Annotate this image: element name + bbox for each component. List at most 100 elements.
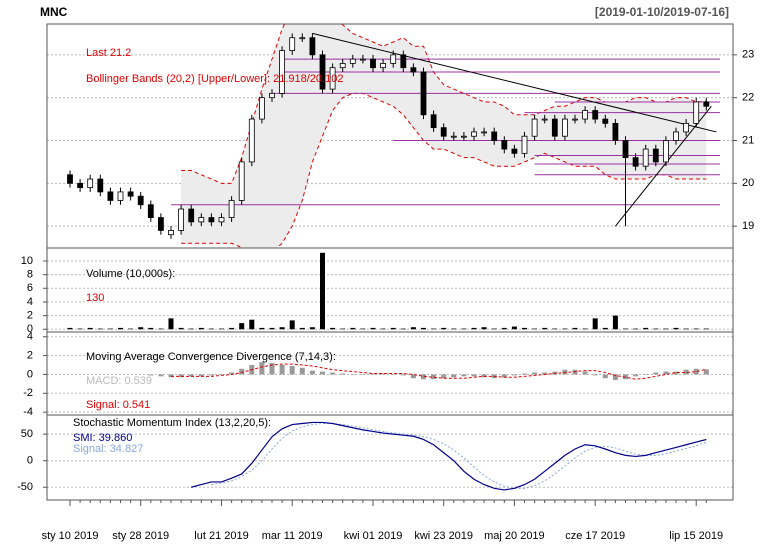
x-tick-label: lut 21 2019 xyxy=(194,530,248,542)
volume-bar xyxy=(522,327,527,330)
candle-body xyxy=(299,37,306,40)
y-tick-label: 6 xyxy=(27,282,33,294)
macd-signal-label: Signal: 0.541 xyxy=(86,399,150,411)
candle-body xyxy=(612,122,619,141)
volume-bar xyxy=(360,328,366,330)
volume-bar xyxy=(107,328,113,330)
candle-body xyxy=(572,118,578,121)
volume-bar xyxy=(491,328,497,330)
candle-body xyxy=(450,135,457,138)
macd-bar xyxy=(198,374,204,377)
volume-bar xyxy=(118,327,123,330)
candle-body xyxy=(269,92,275,99)
macd-bar xyxy=(522,373,527,375)
volume-bar xyxy=(350,327,356,330)
volume-bar xyxy=(148,327,154,330)
candle-body xyxy=(541,118,548,121)
volume-bar xyxy=(592,318,598,330)
y-tick-label: 23 xyxy=(742,49,754,61)
volume-bar xyxy=(178,327,184,330)
macd-bar xyxy=(148,374,154,376)
volume-bar xyxy=(451,328,457,330)
candle-body xyxy=(491,131,498,141)
candle-body xyxy=(258,97,265,120)
volume-bar xyxy=(390,327,396,330)
macd-bar xyxy=(471,374,477,377)
y-tick-label: 2 xyxy=(27,310,33,322)
macd-bar xyxy=(390,374,396,375)
macd-bar xyxy=(653,372,659,375)
volume-bar xyxy=(602,327,608,330)
macd-bar xyxy=(663,371,669,375)
macd-bar xyxy=(410,374,416,379)
macd-bar xyxy=(289,365,295,375)
volume-bar xyxy=(259,327,265,330)
candle-body xyxy=(127,191,134,197)
macd-bar xyxy=(360,374,366,375)
smi-title: Stochastic Momentum Index (13,2,20,5): xyxy=(73,417,271,429)
x-tick-label: kwi 01 2019 xyxy=(344,530,403,542)
candle-body xyxy=(622,140,629,159)
candle-body xyxy=(663,140,669,163)
candle-body xyxy=(602,118,609,124)
y-tick-label: 21 xyxy=(742,134,754,146)
macd-bar xyxy=(158,374,164,377)
candle-body xyxy=(693,101,700,124)
x-tick-label: maj 20 2019 xyxy=(484,530,545,542)
volume-bar xyxy=(673,327,679,330)
volume-bar xyxy=(330,327,336,330)
y-tick-label: 50 xyxy=(21,428,33,440)
y-tick-label: 19 xyxy=(742,220,754,232)
y-tick-label: 4 xyxy=(27,331,33,343)
volume-bar xyxy=(572,327,578,330)
y-tick-label: 22 xyxy=(742,92,754,104)
candle-body xyxy=(309,37,316,56)
volume-bar xyxy=(431,328,437,330)
volume-bar xyxy=(410,327,416,330)
candle-body xyxy=(188,208,195,223)
volume-bar xyxy=(481,327,487,330)
y-tick-label: 8 xyxy=(27,269,33,281)
volume-bar xyxy=(461,328,467,330)
y-tick-label: -4 xyxy=(23,406,33,418)
y-tick-label: 10 xyxy=(21,255,33,267)
candle-body xyxy=(632,157,639,167)
volume-bar xyxy=(138,327,144,330)
macd-bar xyxy=(441,374,447,379)
volume-label: Volume (10,000s): xyxy=(86,268,175,280)
macd-bar xyxy=(370,373,376,375)
macd-bar xyxy=(461,374,467,377)
macd-label: MACD: 0.539 xyxy=(86,375,152,387)
candle-body xyxy=(117,191,124,201)
macd-bar xyxy=(350,374,356,375)
volume-bar xyxy=(683,328,689,330)
candle-body xyxy=(430,114,437,129)
volume-bar xyxy=(421,327,426,330)
chart-title: MNC xyxy=(40,5,68,19)
macd-bar xyxy=(532,372,538,375)
candle-body xyxy=(157,217,164,231)
candle-body xyxy=(198,217,205,223)
bollinger-label: Bollinger Bands (20,2) [Upper/Lower]: 21… xyxy=(86,73,343,85)
volume-last: 130 xyxy=(86,292,104,304)
candle-body xyxy=(652,148,659,163)
macd-bar xyxy=(380,373,386,375)
volume-bar xyxy=(168,318,174,330)
volume-bar xyxy=(511,326,517,330)
candle-body xyxy=(238,161,245,201)
candle-body xyxy=(460,135,467,138)
volume-bar xyxy=(623,328,628,330)
macd-signal-line xyxy=(171,363,707,380)
macd-bar xyxy=(219,374,224,375)
macd-bar xyxy=(602,374,608,379)
volume-bar xyxy=(693,328,699,330)
volume-bar xyxy=(653,328,659,330)
macd-bar xyxy=(208,374,214,376)
volume-bar xyxy=(552,328,558,330)
candle-body xyxy=(339,63,346,69)
y-tick-label: 0 xyxy=(27,323,33,335)
candle-body xyxy=(511,148,518,154)
volume-bar xyxy=(128,328,134,330)
volume-bar xyxy=(643,327,649,330)
macd-bar xyxy=(511,374,517,376)
